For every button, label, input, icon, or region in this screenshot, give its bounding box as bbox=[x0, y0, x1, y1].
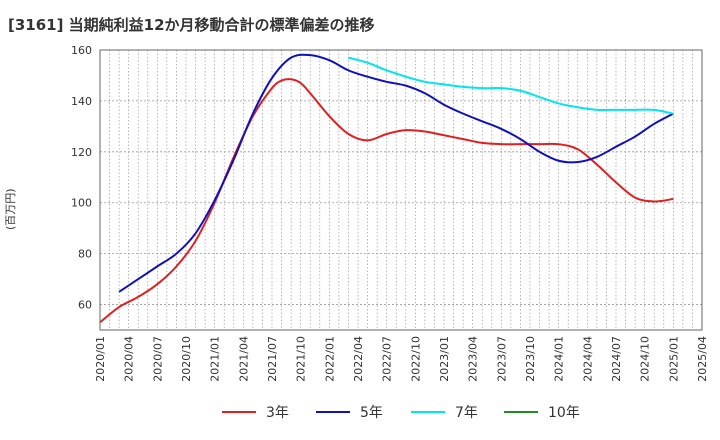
x-tick-label: 2023/04 bbox=[467, 336, 480, 382]
series-lines bbox=[99, 53, 674, 324]
x-tick-label: 2025/01 bbox=[667, 336, 680, 382]
legend-item: 3年 bbox=[222, 402, 289, 422]
x-tick-label: 2023/07 bbox=[495, 336, 508, 382]
legend-label: 7年 bbox=[455, 405, 478, 421]
series-line-5年 bbox=[118, 53, 674, 293]
legend-label: 3年 bbox=[266, 405, 289, 421]
x-tick-label: 2022/01 bbox=[323, 336, 336, 382]
x-tick-label: 2024/04 bbox=[581, 336, 594, 382]
x-tick-label: 2020/10 bbox=[180, 336, 193, 382]
x-tick-label: 2025/04 bbox=[696, 336, 709, 382]
x-tick-labels: 2020/01 2020/04 2020/07 2020/10 2021/01 2021/… bbox=[94, 336, 709, 382]
x-tick-label: 2024/01 bbox=[553, 336, 566, 382]
x-tick-label: 2020/07 bbox=[151, 336, 164, 382]
y-tick-labels: 60 80 100 120 140 160 bbox=[71, 44, 92, 312]
legend-label: 10年 bbox=[548, 405, 580, 421]
x-tick-label: 2022/07 bbox=[381, 336, 394, 382]
y-tick-label: 140 bbox=[71, 95, 92, 108]
chart-title: [3161] 当期純利益12か月移動合計の標準偏差の推移 bbox=[8, 16, 375, 34]
legend: 3年 5年 7年 10年 bbox=[0, 402, 720, 426]
series-line-3年 bbox=[99, 78, 674, 324]
y-tick-label: 80 bbox=[78, 248, 92, 261]
legend-swatch bbox=[411, 411, 445, 413]
y-tick-label: 160 bbox=[71, 44, 92, 57]
x-tick-label: 2022/04 bbox=[352, 336, 365, 382]
x-tick-label: 2023/01 bbox=[438, 336, 451, 382]
x-tick-label: 2020/04 bbox=[123, 336, 136, 382]
legend-swatch bbox=[316, 411, 350, 413]
legend-item: 5年 bbox=[316, 402, 383, 422]
x-tick-label: 2021/01 bbox=[209, 336, 222, 382]
plot-frame bbox=[99, 49, 703, 331]
legend-swatch bbox=[222, 411, 256, 413]
x-tick-label: 2023/10 bbox=[524, 336, 537, 382]
x-tick-label: 2021/04 bbox=[237, 336, 250, 382]
x-tick-label: 2020/01 bbox=[94, 336, 107, 382]
x-tick-label: 2024/10 bbox=[639, 336, 652, 382]
x-tick-label: 2021/07 bbox=[266, 336, 279, 382]
grid-lines bbox=[100, 49, 702, 330]
y-tick-label: 100 bbox=[71, 197, 92, 210]
x-tick-label: 2022/10 bbox=[409, 336, 422, 382]
legend-item: 10年 bbox=[504, 402, 580, 422]
x-tick-label: 2024/07 bbox=[610, 336, 623, 382]
y-tick-label: 60 bbox=[78, 299, 92, 312]
x-tick-label: 2021/10 bbox=[295, 336, 308, 382]
legend-swatch bbox=[504, 411, 538, 413]
legend-item: 7年 bbox=[411, 402, 478, 422]
legend-label: 5年 bbox=[360, 405, 383, 421]
series-line-7年 bbox=[348, 56, 674, 115]
y-tick-label: 120 bbox=[71, 146, 92, 159]
